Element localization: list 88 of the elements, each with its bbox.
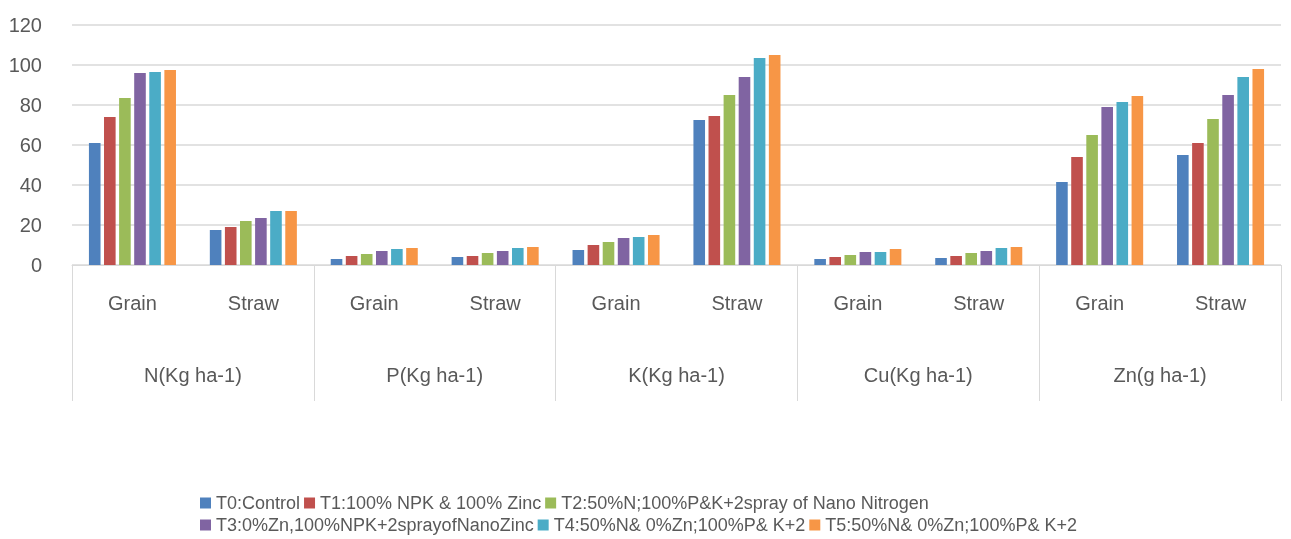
bar	[738, 77, 751, 265]
bar	[224, 227, 237, 265]
bar	[935, 258, 947, 265]
y-tick-label: 40	[19, 174, 42, 196]
bar	[1237, 77, 1249, 265]
bar	[1252, 69, 1265, 265]
bar	[164, 70, 176, 265]
legend-label: T4:50%N& 0%Zn;100%P& K+2	[553, 515, 806, 535]
legend-label: T1:100% NPK & 100% Zinc	[320, 493, 542, 513]
text: Zn(g ha-1)	[1113, 364, 1207, 386]
bar	[602, 242, 615, 265]
text: K(Kg ha-1)	[628, 364, 725, 386]
bar	[451, 257, 464, 265]
bar	[406, 248, 418, 265]
bar	[1071, 157, 1083, 265]
bar	[391, 249, 403, 265]
x-tick-label: Straw	[711, 292, 764, 314]
x-tick-label: Grain	[108, 292, 157, 314]
bar	[723, 95, 736, 265]
bar	[527, 247, 539, 265]
bar	[693, 120, 706, 265]
bar	[360, 254, 373, 265]
y-tick-label: 80	[19, 94, 42, 116]
y-tick-label: 120	[8, 14, 42, 36]
y-tick-label: 20	[19, 214, 42, 236]
bar	[88, 143, 101, 265]
bar	[995, 248, 1008, 265]
x-tick-label: Straw	[227, 292, 280, 314]
legend-label: T0:Control	[216, 493, 301, 513]
bar	[496, 251, 509, 265]
bar	[375, 251, 388, 265]
y-tick-label: 60	[19, 134, 42, 156]
bar	[874, 252, 887, 265]
bar	[1192, 143, 1204, 265]
bar	[829, 257, 842, 265]
bar	[119, 98, 131, 265]
x-tick-label: Straw	[953, 292, 1005, 314]
bar	[814, 259, 826, 265]
bar	[1056, 182, 1068, 265]
bar	[1131, 96, 1144, 265]
bar	[134, 73, 146, 265]
bar	[240, 221, 252, 265]
text: P(Kg ha-1)	[386, 364, 484, 386]
bar	[768, 55, 781, 265]
legend-label: T3:0%Zn,100%NPK+2sprayofNanoZinc	[216, 515, 534, 535]
bar	[587, 245, 600, 265]
bar	[149, 72, 161, 265]
bar	[1086, 135, 1098, 265]
legend-label: T2:50%N;100%P&K+2spray of Nano Nitrogen	[561, 493, 929, 513]
bar	[647, 235, 660, 265]
legend-label: T5:50%N& 0%Zn;100%P& K+2	[825, 515, 1077, 535]
bar	[859, 252, 872, 265]
bar	[708, 116, 721, 265]
bar	[572, 250, 585, 265]
x-tick-label: Straw	[469, 292, 522, 314]
bar	[1222, 95, 1234, 265]
bar	[1101, 107, 1113, 265]
bar	[753, 58, 766, 265]
bar	[345, 256, 358, 265]
bar	[330, 259, 343, 265]
bar	[950, 256, 962, 265]
x-tick-label: Grain	[833, 292, 883, 314]
bar	[1177, 155, 1189, 265]
text: Cu(Kg ha-1)	[863, 364, 973, 386]
bar	[965, 253, 978, 265]
bar	[270, 211, 282, 265]
bar	[980, 251, 993, 265]
bar	[617, 238, 630, 265]
bar	[255, 218, 267, 265]
x-tick-label: Grain	[349, 292, 399, 314]
bar	[1010, 247, 1023, 265]
x-tick-label: Grain	[1075, 292, 1125, 314]
bar	[285, 211, 297, 265]
bar	[1207, 119, 1219, 265]
bar	[511, 248, 524, 265]
bar	[632, 237, 645, 265]
bar	[481, 253, 494, 265]
bar	[466, 256, 479, 265]
bar	[1116, 102, 1129, 265]
bar	[889, 249, 902, 265]
bar	[104, 117, 116, 265]
y-tick-label: 100	[8, 54, 42, 76]
x-tick-label: Grain	[591, 292, 641, 314]
x-tick-label: Straw	[1194, 292, 1247, 314]
text: N(Kg ha-1)	[143, 364, 242, 386]
bar	[844, 255, 857, 265]
y-tick-label: 0	[30, 254, 42, 276]
bar	[209, 230, 222, 265]
